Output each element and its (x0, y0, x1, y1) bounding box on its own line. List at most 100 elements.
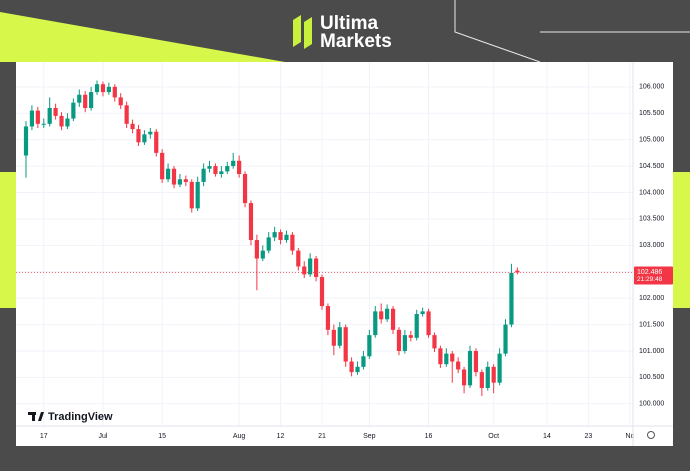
candle-body (491, 366, 496, 383)
watermark-icon (38, 412, 44, 421)
y-tick-label: 105.500 (639, 110, 664, 117)
y-tick-label: 103.000 (639, 242, 664, 249)
candle-body (106, 86, 111, 93)
candle-body (438, 348, 443, 365)
candle-body (385, 308, 390, 320)
candle-body (35, 110, 40, 124)
y-tick-label: 103.500 (639, 216, 664, 223)
candle-body (390, 308, 396, 330)
candle-body (337, 327, 342, 346)
candle-body (361, 356, 366, 367)
x-tick-label: 12 (277, 433, 285, 440)
candle-body (278, 232, 283, 241)
candle-body (367, 335, 372, 357)
candle-body (160, 152, 165, 180)
x-tick-label: Jul (98, 433, 107, 440)
candle-body (450, 353, 455, 362)
candle-body (242, 174, 248, 204)
candle-body (497, 353, 502, 383)
candle-body (461, 369, 467, 386)
candle-body (248, 203, 254, 241)
candle-body (201, 168, 206, 182)
candle-body (59, 115, 64, 127)
accent-band (0, 12, 285, 62)
y-tick-label: 101.000 (639, 348, 664, 355)
candle-body (89, 92, 94, 108)
x-tick-label: 23 (585, 433, 593, 440)
x-tick-label: 16 (425, 433, 433, 440)
candle-body (313, 258, 319, 278)
candle-body (373, 311, 378, 336)
candle-body (302, 266, 307, 275)
candle-body (456, 361, 461, 370)
watermark: TradingView (28, 411, 113, 423)
y-tick-label: 101.500 (639, 321, 664, 328)
candle-body (183, 179, 188, 182)
deco-line (454, 0, 541, 63)
candle-body (485, 366, 490, 388)
candle-body (83, 94, 88, 108)
candle-body (266, 237, 271, 251)
logo-icon (304, 17, 312, 49)
watermark-icon (32, 412, 35, 421)
candle-body (195, 181, 200, 209)
x-tick-label: Aug (233, 433, 246, 440)
candle-body (479, 372, 484, 388)
x-tick-label: 21 (318, 433, 326, 440)
candle-body (29, 110, 35, 127)
candle-body (414, 314, 419, 338)
candle-body (118, 97, 123, 106)
candle-body (467, 350, 473, 386)
candle-body (272, 232, 277, 238)
candle-body (142, 134, 147, 143)
y-tick-label: 105.000 (639, 137, 664, 144)
y-tick-label: 100.000 (639, 401, 664, 408)
candle-body (503, 324, 508, 354)
candle-body (41, 123, 46, 125)
y-tick-label: 106.000 (639, 84, 664, 91)
watermark-text: TradingView (48, 411, 113, 423)
candle-body (355, 366, 360, 373)
candle-body (308, 258, 313, 275)
candle-body (154, 131, 159, 153)
candle-body (319, 277, 325, 307)
chart-panel (16, 62, 673, 446)
countdown-label: 21:29:48 (637, 276, 663, 283)
candle-body (331, 329, 336, 346)
x-tick-label: 15 (158, 433, 166, 440)
candle-body (402, 335, 407, 351)
candle-body (325, 306, 331, 330)
candle-body (515, 270, 520, 273)
x-tick-label: Oct (488, 433, 499, 440)
candle-body (379, 311, 384, 320)
brand-name: Markets (320, 31, 392, 52)
candle-body (473, 350, 479, 373)
logo-icon (293, 15, 301, 47)
candle-body (432, 335, 437, 349)
x-tick-label: 14 (543, 433, 551, 440)
candle-body (130, 123, 135, 130)
candle-body (254, 240, 259, 259)
x-tick-label: 17 (40, 433, 48, 440)
candle-body (260, 250, 265, 259)
candle-body (189, 181, 194, 209)
brand-logo: Ultima Markets (293, 13, 392, 52)
candle-body (177, 179, 183, 185)
candle-body (296, 250, 301, 267)
candle-body (47, 107, 52, 124)
candle-body (207, 166, 212, 169)
settings-button[interactable] (647, 431, 655, 439)
candle-body (65, 118, 70, 127)
brand-name: Ultima (320, 13, 379, 34)
candle-body (136, 129, 141, 143)
candle-body (426, 311, 431, 336)
price-label: 102.486 (637, 269, 662, 276)
candle-body (94, 84, 100, 93)
candle-body (71, 102, 76, 119)
candle-body (237, 160, 242, 174)
y-tick-label: 100.500 (639, 374, 664, 381)
candle-body (100, 84, 106, 93)
candle-body (148, 131, 153, 135)
plot: 17 Jul 15 Aug 12 21 Sep 16 Oct 14 23 Nc 100.000 100.5… (16, 62, 673, 446)
